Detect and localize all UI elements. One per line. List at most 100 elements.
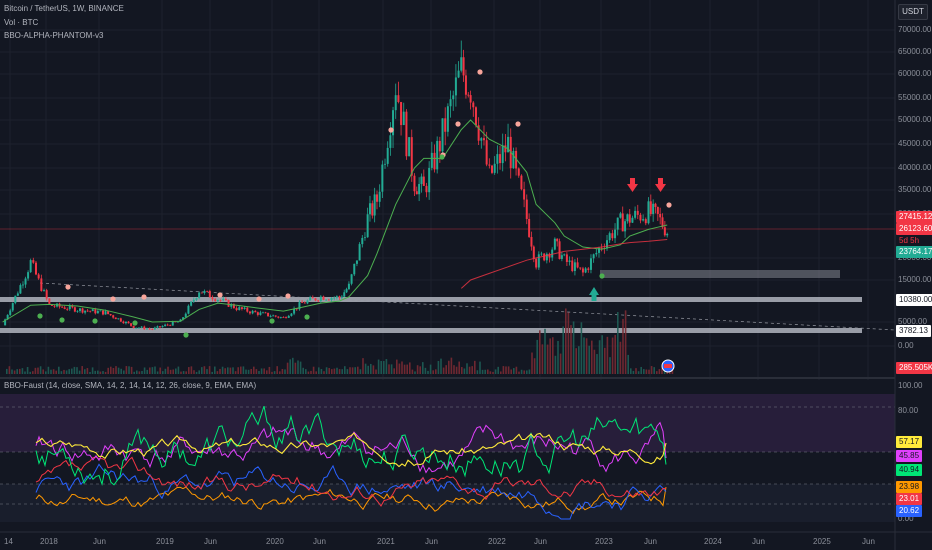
volume-bar (19, 368, 21, 374)
signal-dot (285, 293, 291, 299)
indicator-orange-line (35, 486, 667, 515)
candle (644, 217, 647, 226)
indicator-tick-label: 0.00 (898, 514, 914, 523)
signal-dot (110, 296, 116, 302)
volume-bar (138, 371, 141, 374)
indicator-pane[interactable] (0, 380, 895, 532)
candle (251, 309, 254, 315)
volume-bar (149, 367, 151, 374)
candle (485, 131, 488, 167)
volume-bar (232, 367, 234, 374)
volume-bar (78, 370, 81, 374)
candle (614, 223, 617, 243)
volume-bar (294, 362, 297, 374)
volume-bar (16, 369, 18, 374)
candle (405, 109, 408, 160)
volume-bar (172, 369, 174, 374)
volume-bar (494, 369, 497, 374)
candle (21, 281, 24, 289)
price-tick-label: 60000.00 (898, 69, 932, 78)
volume-bar (292, 357, 294, 374)
symbol-title[interactable]: Bitcoin / TetherUS, 1W, BINANCE (4, 4, 124, 13)
candle (200, 292, 203, 294)
volume-bar (505, 366, 507, 374)
volume-bar (606, 336, 609, 374)
currency-button[interactable]: USDT (898, 4, 928, 20)
candle (350, 273, 353, 286)
volume-bar (52, 369, 55, 374)
volume-bar (453, 365, 455, 374)
candle (477, 117, 480, 146)
volume-bar (403, 364, 406, 374)
candle (571, 256, 574, 273)
volume-bar (164, 368, 167, 374)
signal-dot (599, 273, 605, 279)
candle (537, 251, 540, 270)
candle (37, 272, 40, 280)
volume-bar (481, 369, 484, 374)
volume-bar (156, 371, 159, 374)
indicator-legend[interactable]: BBO-Faust (14, close, SMA, 14, 2, 14, 14… (4, 381, 257, 390)
candle (84, 310, 87, 315)
volume-bar (442, 367, 445, 374)
volume-bar (489, 371, 492, 374)
volume-bar (351, 367, 354, 374)
candle (319, 295, 322, 304)
volume-bar (523, 370, 525, 374)
candle (68, 303, 71, 311)
volume-bar (305, 369, 307, 374)
event-flag-icon[interactable] (661, 359, 675, 373)
candle (158, 326, 161, 329)
signal-dot (217, 292, 223, 298)
volume-bar (435, 369, 437, 374)
candle (164, 323, 167, 327)
indicator-blue-line (35, 463, 667, 520)
candle (556, 238, 559, 247)
indicator-value-label: 57.17 (896, 436, 923, 448)
candle (595, 248, 598, 257)
candle (469, 90, 472, 110)
volume-bar (21, 368, 24, 374)
time-tick-label: Jun (862, 537, 875, 546)
volume-bar (318, 367, 320, 374)
volume-bar (390, 364, 393, 374)
candle (227, 299, 230, 308)
volume-bar (242, 366, 245, 374)
candle (330, 297, 333, 303)
volume-bar (396, 359, 398, 374)
volume-bar (39, 366, 42, 374)
candle (277, 316, 280, 319)
candle (444, 107, 447, 146)
volume-bar (536, 339, 538, 374)
candle (333, 296, 336, 301)
candle (507, 123, 510, 153)
candle (311, 295, 314, 299)
volume-bar (13, 370, 16, 374)
signal-dot (666, 202, 672, 208)
candle (224, 296, 227, 302)
candle (279, 316, 282, 319)
overlay-legend[interactable]: BBO-ALPHA-PHANTOM-v3 (4, 31, 104, 40)
indicator-red-line (35, 456, 667, 507)
candle (246, 306, 249, 313)
volume-legend[interactable]: Vol · BTC (4, 18, 39, 27)
candle (413, 173, 416, 196)
volume-bar (55, 370, 57, 374)
candle (581, 266, 584, 277)
candle (472, 101, 475, 117)
signal-dot (256, 296, 262, 302)
volume-bar (73, 366, 76, 374)
volume-bar (554, 355, 557, 374)
volume-bar (565, 308, 567, 374)
volume-bar (216, 371, 219, 374)
indicator-value-label: 20.62 (896, 505, 923, 517)
volume-bar (598, 340, 601, 374)
candle (34, 261, 37, 276)
price-label: 10380.00 (896, 294, 932, 306)
candle (127, 320, 130, 324)
price-label: 285.505K (896, 362, 932, 374)
candle (153, 326, 156, 330)
candle (553, 237, 556, 251)
volume-bar (81, 366, 83, 374)
